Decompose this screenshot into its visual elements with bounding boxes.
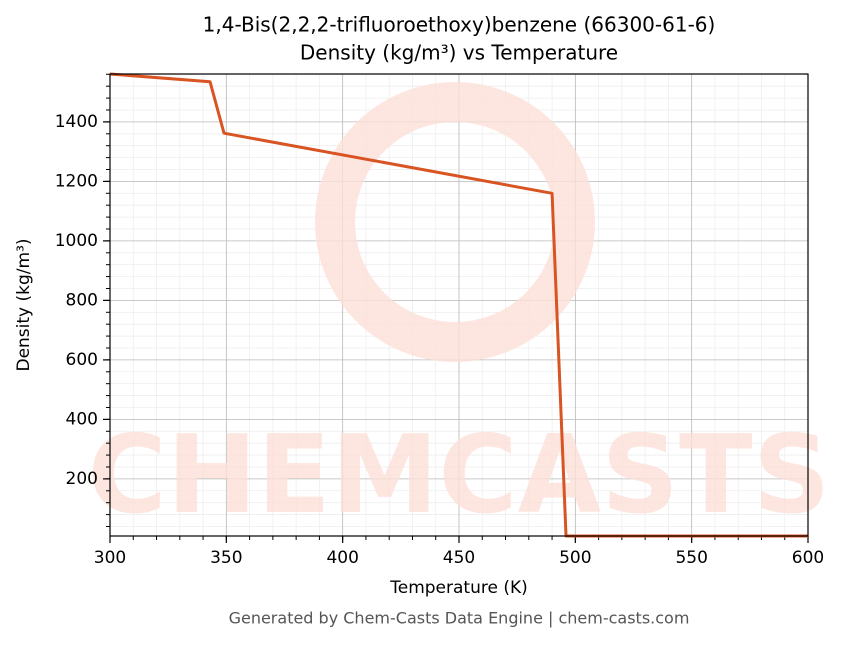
y-tick-label: 1000 [55, 231, 98, 251]
watermark: CHEMCASTS [88, 413, 831, 538]
plot-frame [109, 73, 809, 537]
x-axis-title: Temperature (K) [389, 578, 528, 598]
footer: Generated by Chem-Casts Data Engine | ch… [229, 609, 690, 628]
chart-title: 1,4-Bis(2,2,2-trifluoroethoxy)benzene (6… [203, 13, 716, 37]
x-tick-label: 400 [326, 548, 358, 568]
y-tick-label: 1400 [55, 112, 98, 132]
x-tick-label: 450 [443, 548, 475, 568]
y-tick-label: 400 [66, 409, 98, 429]
y-axis-title: Density (kg/m³) [14, 238, 34, 371]
x-tick-label: 300 [94, 548, 126, 568]
chart-subtitle: Density (kg/m³) vs Temperature [300, 41, 618, 65]
grid [109, 73, 809, 536]
y-tick-label: 800 [66, 290, 98, 310]
y-tick-label: 200 [66, 469, 98, 489]
watermark-logo [315, 82, 595, 362]
x-tick-label: 500 [559, 548, 591, 568]
y-tick-label: 1200 [55, 171, 98, 191]
y-tick-label: 600 [66, 350, 98, 370]
x-tick-label: 600 [792, 548, 824, 568]
x-tick-label: 350 [210, 548, 242, 568]
x-tick-label: 550 [675, 548, 707, 568]
